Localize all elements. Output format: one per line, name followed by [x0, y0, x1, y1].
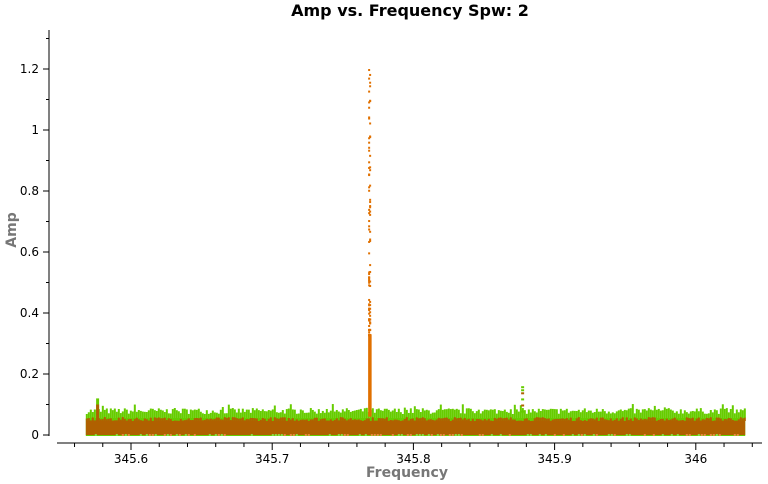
- x-tick-label: 345.9: [537, 452, 571, 466]
- y-tick-label: 0.4: [20, 306, 39, 320]
- y-tick-label: 0: [31, 428, 39, 442]
- y-ticks: 0 0.2 0.4 0.6 0.8 1 1.2: [20, 38, 49, 442]
- y-tick-label: 1.2: [20, 62, 39, 76]
- x-tick-label: 345.8: [396, 452, 430, 466]
- chart-title: Amp vs. Frequency Spw: 2: [291, 1, 529, 20]
- y-tick-label: 1: [31, 123, 39, 137]
- x-ticks: 345.6 345.7 345.8 345.9 346: [74, 443, 753, 466]
- y-tick-label: 0.6: [20, 245, 39, 259]
- x-tick-label: 345.7: [255, 452, 289, 466]
- x-tick-label: 345.6: [114, 452, 148, 466]
- x-tick-label: 346: [684, 452, 707, 466]
- data-points: [85, 69, 746, 436]
- y-tick-label: 0.2: [20, 367, 39, 381]
- x-axis-label: Frequency: [366, 465, 448, 481]
- y-tick-label: 0.8: [20, 184, 39, 198]
